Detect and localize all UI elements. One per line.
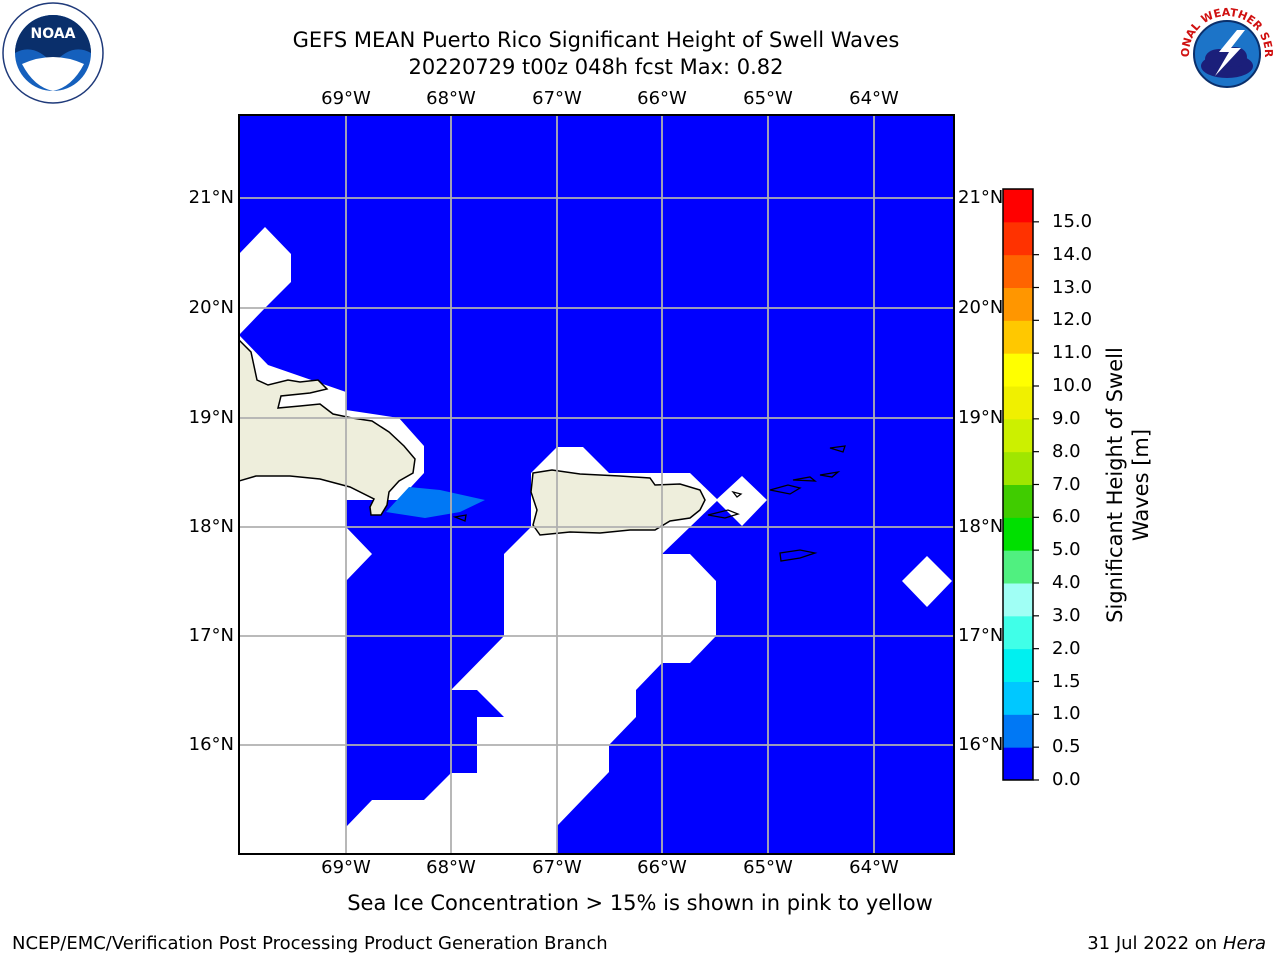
colorbar-tick-label: 5.0: [1052, 539, 1081, 561]
colorbar-segment: [1003, 517, 1033, 551]
colorbar-tick-label: 1.0: [1052, 703, 1081, 725]
lat-label-left: 19°N: [188, 407, 234, 428]
svg-text:NOAA: NOAA: [31, 26, 76, 42]
lat-label-left: 18°N: [188, 516, 234, 537]
lon-label-bottom: 64°W: [849, 857, 899, 878]
lat-label-right: 18°N: [958, 516, 1004, 537]
colorbar-tick-label: 15.0: [1052, 210, 1093, 232]
lon-label-top: 68°W: [426, 88, 476, 109]
colorbar-tick-label: 1.5: [1052, 670, 1081, 692]
lon-label-bottom: 67°W: [532, 857, 582, 878]
colorbar-tick-label: 0.5: [1052, 736, 1081, 758]
colorbar-segment: [1003, 550, 1033, 584]
swell-band-0-5: [386, 487, 485, 518]
sea-ice-note: Sea Ice Concentration > 15% is shown in …: [347, 891, 933, 915]
colorbar-segment: [1003, 287, 1033, 321]
colorbar-ticks: [1033, 221, 1039, 781]
colorbar-segment: [1003, 189, 1033, 223]
colorbar-segment: [1003, 615, 1033, 650]
lon-label-top: 65°W: [743, 88, 793, 109]
colorbar-tick-label: 11.0: [1052, 342, 1093, 364]
map-frame: [238, 114, 955, 855]
lat-label-right: 17°N: [958, 625, 1004, 646]
lon-label-top: 64°W: [849, 88, 899, 109]
colorbar-segment: [1003, 747, 1033, 781]
lat-label-right: 21°N: [958, 187, 1004, 208]
footer-branch: NCEP/EMC/Verification Post Processing Pr…: [12, 933, 608, 954]
lon-label-bottom: 65°W: [743, 857, 793, 878]
lat-label-left: 20°N: [188, 297, 234, 318]
hispaniola-land: [239, 338, 416, 516]
colorbar-tick-label: 3.0: [1052, 604, 1081, 626]
lon-label-top: 67°W: [532, 88, 582, 109]
colorbar-tick-label: 10.0: [1052, 375, 1093, 396]
nws-logo-icon: NATIONAL WEATHER SERVICE: [1175, 2, 1277, 104]
lat-label-right: 16°N: [958, 734, 1004, 755]
graticule: [239, 115, 954, 854]
lat-label-right: 19°N: [958, 407, 1004, 428]
lon-label-bottom: 66°W: [637, 857, 687, 878]
noaa-logo-icon: NOAA: [2, 2, 104, 104]
footer-date: 31 Jul 2022 on Hera: [1087, 933, 1266, 954]
colorbar-segment: [1003, 583, 1033, 617]
map-title: GEFS MEAN Puerto Rico Significant Height…: [292, 28, 900, 52]
colorbar-tick-label: 7.0: [1052, 473, 1081, 495]
small-islands: [452, 445, 846, 562]
footer-date-text: 31 Jul 2022 on: [1087, 933, 1223, 954]
lon-label-bottom: 69°W: [321, 857, 371, 878]
colorbar-segment: [1003, 451, 1033, 485]
colorbar-tick-label: 6.0: [1052, 506, 1081, 528]
colorbar-tick-label: 9.0: [1052, 407, 1081, 429]
colorbar-tick-label: 14.0: [1052, 243, 1093, 265]
lat-label-right: 20°N: [958, 297, 1004, 318]
colorbar-segment: [1003, 714, 1033, 748]
colorbar-segment: [1003, 221, 1033, 256]
colorbar-segment: [1003, 254, 1033, 288]
lat-label-left: 17°N: [188, 625, 234, 646]
colorbar-tick-label: 12.0: [1052, 309, 1093, 331]
colorbar-segment: [1003, 320, 1033, 354]
colorbar-segment: [1003, 418, 1033, 453]
colorbar-segment: [1003, 648, 1033, 682]
lon-label-top: 66°W: [637, 88, 687, 109]
colorbar-tick-label: 2.0: [1052, 637, 1081, 659]
colorbar: [1003, 189, 1033, 781]
colorbar-tick-label: 8.0: [1052, 440, 1081, 462]
footer-machine: Hera: [1222, 933, 1266, 954]
colorbar-tick-label: 4.0: [1052, 572, 1081, 593]
colorbar-tick-label: 13.0: [1052, 276, 1093, 298]
colorbar-segment: [1003, 681, 1033, 715]
colorbar-overlay: [1003, 189, 1034, 781]
colorbar-segment: [1003, 386, 1033, 420]
colorbar-tick-label: 0.0: [1052, 769, 1081, 790]
lat-label-left: 16°N: [188, 734, 234, 755]
colorbar-label: Significant Height of Swell Waves [m]: [1103, 347, 1153, 623]
lon-label-top: 69°W: [321, 88, 371, 109]
colorbar-segment: [1003, 484, 1033, 518]
map-subtitle: 20220729 t00z 048h fcst Max: 0.82: [408, 55, 784, 79]
lat-label-left: 21°N: [188, 187, 234, 208]
colorbar-segment: [1003, 353, 1033, 387]
lon-label-bottom: 68°W: [426, 857, 476, 878]
